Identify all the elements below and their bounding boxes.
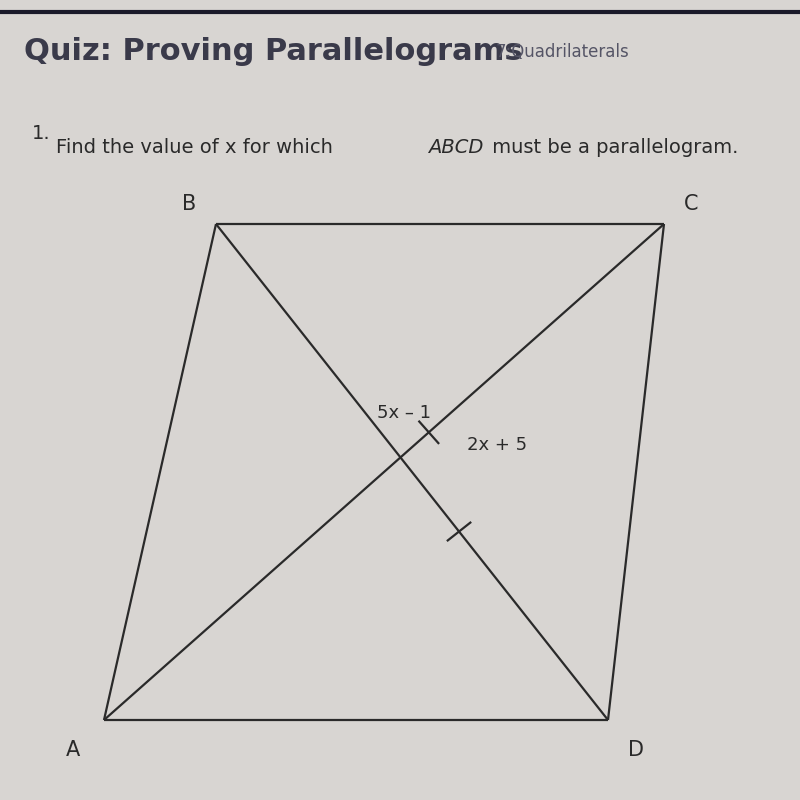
- Text: 1.: 1.: [32, 124, 50, 143]
- Text: 7:Quadrilaterals: 7:Quadrilaterals: [496, 43, 630, 61]
- Text: Find the value of x for which: Find the value of x for which: [56, 138, 339, 157]
- Text: ABCD: ABCD: [428, 138, 483, 157]
- Text: A: A: [66, 740, 80, 760]
- Text: 2x + 5: 2x + 5: [467, 437, 527, 454]
- Text: D: D: [628, 740, 644, 760]
- Text: B: B: [182, 194, 196, 214]
- Bar: [0, 0, 800, 96]
- Text: Quiz: Proving Parallelograms: Quiz: Proving Parallelograms: [24, 38, 522, 66]
- Text: C: C: [684, 194, 698, 214]
- Text: must be a parallelogram.: must be a parallelogram.: [486, 138, 738, 157]
- Text: 5x – 1: 5x – 1: [378, 404, 431, 422]
